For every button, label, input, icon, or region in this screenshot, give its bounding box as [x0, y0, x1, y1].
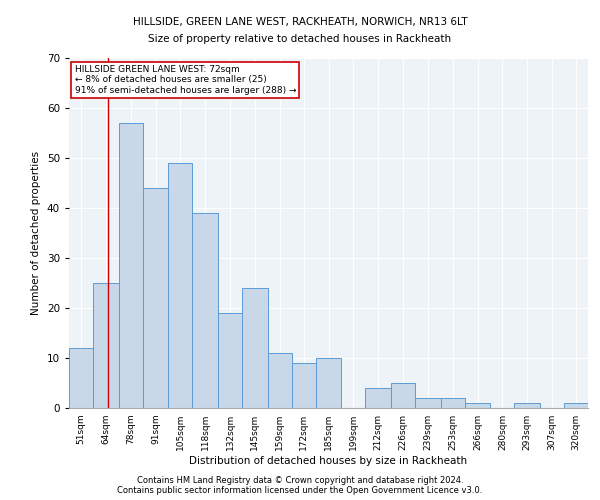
Y-axis label: Number of detached properties: Number of detached properties	[31, 150, 41, 314]
Bar	[169, 162, 193, 408]
Bar	[69, 348, 93, 408]
Bar	[316, 358, 341, 408]
Bar	[242, 288, 268, 408]
Text: Size of property relative to detached houses in Rackheath: Size of property relative to detached ho…	[148, 34, 452, 43]
Bar	[514, 402, 540, 407]
Bar	[464, 402, 490, 407]
Bar	[218, 312, 242, 408]
Bar	[193, 212, 218, 408]
Bar	[564, 402, 588, 407]
Bar	[268, 352, 292, 408]
Bar	[143, 188, 169, 408]
Bar	[441, 398, 464, 407]
Bar	[415, 398, 441, 407]
Text: HILLSIDE GREEN LANE WEST: 72sqm
← 8% of detached houses are smaller (25)
91% of : HILLSIDE GREEN LANE WEST: 72sqm ← 8% of …	[74, 65, 296, 95]
Bar	[365, 388, 391, 407]
Bar	[292, 362, 316, 408]
Bar	[93, 282, 119, 408]
Text: HILLSIDE, GREEN LANE WEST, RACKHEATH, NORWICH, NR13 6LT: HILLSIDE, GREEN LANE WEST, RACKHEATH, NO…	[133, 18, 467, 28]
Text: Contains public sector information licensed under the Open Government Licence v3: Contains public sector information licen…	[118, 486, 482, 495]
Text: Contains HM Land Registry data © Crown copyright and database right 2024.: Contains HM Land Registry data © Crown c…	[137, 476, 463, 485]
Bar	[391, 382, 415, 407]
X-axis label: Distribution of detached houses by size in Rackheath: Distribution of detached houses by size …	[190, 456, 467, 466]
Bar	[119, 122, 143, 408]
